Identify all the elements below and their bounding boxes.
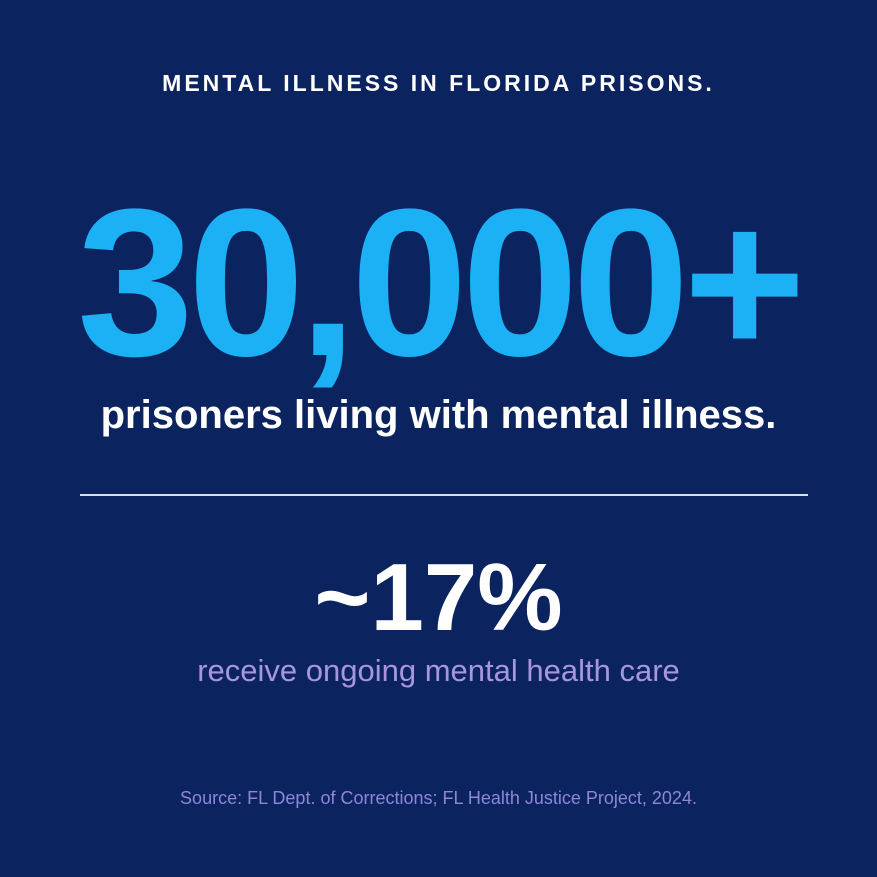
title: MENTAL ILLNESS IN FLORIDA PRISONS.	[162, 70, 715, 96]
secondary-stat: ~17%	[314, 544, 563, 651]
main-stat-label: prisoners living with mental illness.	[100, 393, 777, 437]
divider	[80, 494, 808, 496]
source: Source: FL Dept. of Corrections; FL Heal…	[180, 788, 697, 808]
secondary-stat-label: receive ongoing mental health care	[197, 653, 680, 688]
main-stat: 30,000+	[77, 165, 806, 400]
